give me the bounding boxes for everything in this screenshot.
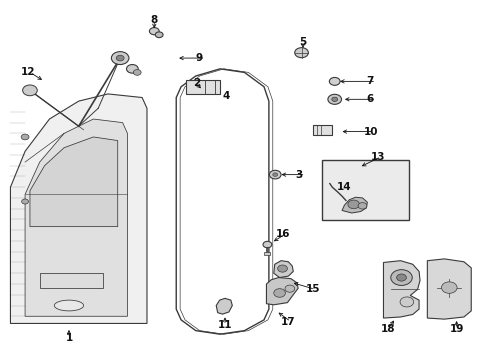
- Circle shape: [263, 241, 271, 248]
- Text: 13: 13: [370, 152, 385, 162]
- Text: 18: 18: [380, 324, 395, 334]
- Circle shape: [277, 265, 287, 272]
- Text: 7: 7: [366, 76, 373, 86]
- Text: 1: 1: [65, 333, 72, 343]
- Text: 10: 10: [363, 127, 378, 136]
- Circle shape: [272, 173, 277, 176]
- Circle shape: [399, 297, 413, 307]
- Circle shape: [331, 97, 337, 102]
- Text: 6: 6: [366, 94, 373, 104]
- Text: 14: 14: [336, 182, 351, 192]
- Circle shape: [21, 199, 28, 204]
- Polygon shape: [216, 298, 232, 314]
- Text: 9: 9: [195, 53, 203, 63]
- Text: 5: 5: [299, 37, 306, 47]
- Circle shape: [273, 289, 285, 297]
- Circle shape: [294, 48, 308, 58]
- Circle shape: [329, 77, 339, 85]
- Polygon shape: [266, 278, 298, 305]
- Polygon shape: [273, 261, 293, 278]
- Text: 2: 2: [193, 78, 200, 88]
- FancyBboxPatch shape: [185, 80, 220, 94]
- Polygon shape: [383, 261, 419, 318]
- Text: 4: 4: [222, 91, 229, 101]
- Text: 16: 16: [276, 229, 290, 239]
- Text: 15: 15: [305, 284, 319, 294]
- Bar: [40, 273, 103, 288]
- Circle shape: [149, 28, 159, 35]
- Ellipse shape: [54, 300, 83, 311]
- Circle shape: [133, 69, 141, 75]
- Circle shape: [347, 200, 359, 209]
- Circle shape: [285, 285, 294, 292]
- Polygon shape: [10, 94, 147, 323]
- Text: 11: 11: [217, 320, 232, 330]
- Circle shape: [357, 203, 366, 209]
- Text: 3: 3: [295, 170, 303, 180]
- Circle shape: [269, 170, 281, 179]
- Circle shape: [126, 64, 138, 73]
- Circle shape: [22, 85, 37, 96]
- Polygon shape: [25, 119, 127, 316]
- Circle shape: [396, 274, 406, 281]
- FancyBboxPatch shape: [321, 159, 408, 220]
- Circle shape: [390, 270, 411, 285]
- Polygon shape: [30, 137, 118, 226]
- Text: 12: 12: [20, 67, 35, 77]
- Text: 8: 8: [150, 15, 158, 26]
- Circle shape: [155, 32, 163, 38]
- FancyBboxPatch shape: [312, 125, 331, 135]
- Text: 19: 19: [448, 324, 463, 334]
- Circle shape: [111, 51, 129, 64]
- Circle shape: [21, 134, 29, 140]
- Circle shape: [327, 94, 341, 104]
- Polygon shape: [341, 197, 366, 213]
- Text: 17: 17: [281, 317, 295, 327]
- Polygon shape: [427, 259, 470, 319]
- Circle shape: [116, 55, 124, 61]
- Bar: [264, 252, 270, 255]
- Circle shape: [441, 282, 456, 293]
